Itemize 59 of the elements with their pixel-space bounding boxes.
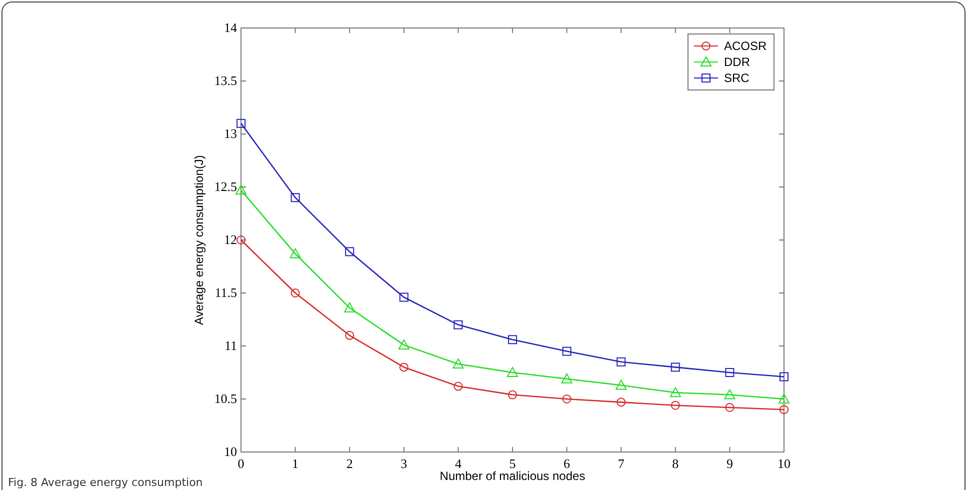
x-tick-label: 5 — [509, 456, 516, 471]
point — [670, 387, 681, 398]
x-tick-label: 10 — [778, 456, 790, 471]
x-tick-label: 0 — [238, 456, 244, 471]
y-tick-label: 10.5 — [214, 391, 237, 406]
y-tick-label: 13.5 — [214, 73, 237, 88]
point — [508, 335, 517, 344]
x-tick-label: 1 — [292, 456, 299, 471]
x-tick-label: 7 — [618, 456, 625, 471]
point — [670, 362, 680, 372]
point — [290, 248, 301, 258]
point — [616, 357, 626, 366]
x-tick-label: 9 — [726, 456, 733, 471]
caption: Fig. 8 Average energy consumption — [8, 476, 203, 489]
legend-label: SRC — [724, 71, 750, 85]
point — [778, 394, 790, 404]
x-tick-label: 3 — [400, 456, 408, 471]
legend-label: ACOSR — [724, 39, 768, 53]
y-tick-label: 14 — [224, 20, 238, 35]
point — [399, 292, 408, 302]
x-axis-title: Number of malicious nodes — [440, 469, 586, 483]
point — [345, 330, 354, 340]
y-tick-label: 11 — [224, 338, 237, 353]
y-tick-label: 10 — [224, 444, 237, 459]
point — [507, 367, 518, 377]
point — [290, 193, 300, 202]
legend-label: DDR — [724, 55, 750, 69]
point — [454, 320, 463, 330]
y-tick-label: 11.5 — [214, 285, 237, 300]
point — [725, 368, 734, 377]
point — [236, 236, 246, 244]
point — [399, 362, 408, 372]
point — [344, 302, 356, 312]
y-tick-label: 12 — [224, 232, 237, 247]
point — [780, 372, 788, 382]
point — [670, 400, 680, 410]
point — [452, 358, 464, 369]
y-tick-label: 13 — [224, 126, 237, 141]
point — [562, 346, 572, 356]
point — [345, 247, 354, 256]
point — [398, 339, 410, 350]
y-tick-label: 12.5 — [214, 179, 237, 194]
point — [724, 389, 736, 400]
point — [290, 288, 300, 298]
point — [454, 382, 463, 391]
point — [725, 402, 734, 412]
point — [780, 405, 788, 414]
point — [561, 373, 572, 384]
x-tick-label: 4 — [454, 456, 462, 471]
x-tick-label: 2 — [346, 456, 353, 471]
x-tick-label: 8 — [672, 456, 679, 471]
point — [236, 118, 246, 128]
y-axis-title: Average energy consumption(J) — [192, 155, 206, 325]
point — [562, 394, 572, 404]
point — [508, 390, 517, 400]
x-tick-label: 6 — [564, 456, 571, 471]
point — [616, 398, 626, 407]
point — [616, 380, 627, 390]
point — [236, 184, 246, 195]
